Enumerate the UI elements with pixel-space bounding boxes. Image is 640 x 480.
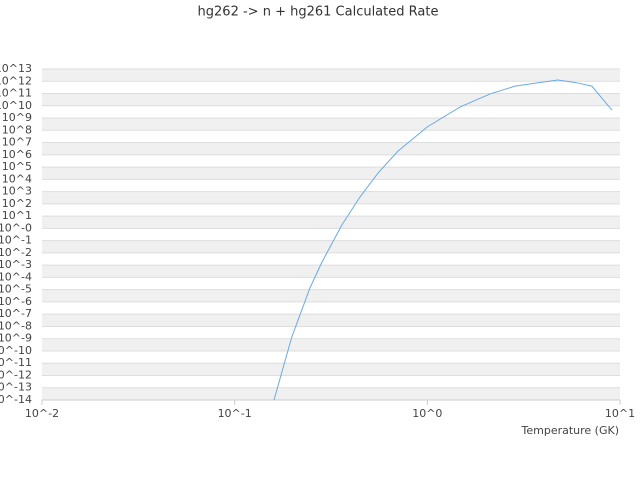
y-tick-label: 10^7 (2, 136, 32, 149)
y-tick-label: 10^4 (2, 172, 32, 185)
y-tick-label: 10^-9 (0, 332, 32, 345)
x-tick-label: 10^-2 (25, 407, 59, 420)
y-tick-label: 10^-6 (0, 295, 32, 308)
grid-band (42, 93, 620, 106)
y-tick-label: 10^-7 (0, 307, 32, 320)
y-tick-label: 10^-12 (0, 368, 32, 381)
y-tick-label: 10^-5 (0, 283, 32, 296)
grid-band (42, 191, 620, 204)
grid-band (42, 216, 620, 229)
y-tick-label: 10^-0 (0, 221, 32, 234)
x-tick-label: 10^1 (605, 407, 635, 420)
y-tick-label: 10^11 (0, 87, 32, 100)
y-tick-label: 10^-14 (0, 393, 32, 406)
grid-band (42, 314, 620, 327)
grid-band (42, 265, 620, 278)
grid-band (42, 289, 620, 302)
y-tick-label: 10^-3 (0, 258, 32, 271)
y-tick-label: 10^-1 (0, 234, 32, 247)
y-tick-label: 10^-13 (0, 381, 32, 394)
y-tick-label: 10^10 (0, 99, 32, 112)
y-tick-label: 10^-8 (0, 319, 32, 332)
grid-band (42, 167, 620, 180)
x-axis-label: Temperature (GK) (521, 424, 620, 437)
y-tick-label: 10^-4 (0, 270, 32, 283)
y-tick-label: 10^-10 (0, 344, 32, 357)
y-tick-label: 10^1 (2, 209, 32, 222)
y-tick-label: 10^6 (2, 148, 32, 161)
y-tick-label: 10^9 (2, 111, 32, 124)
grid-band (42, 240, 620, 253)
y-tick-label: 10^5 (2, 160, 32, 173)
grid-band (42, 338, 620, 351)
grid-band (42, 142, 620, 155)
data-line (273, 79, 613, 401)
y-tick-label: 10^-2 (0, 246, 32, 259)
x-tick-label: 10^0 (412, 407, 442, 420)
grid-band (42, 69, 620, 82)
grid-band (42, 118, 620, 131)
y-tick-label: 10^3 (2, 185, 32, 198)
y-tick-label: 10^2 (2, 197, 32, 210)
y-tick-label: 10^8 (2, 123, 32, 136)
y-tick-label: 10^13 (0, 62, 32, 75)
x-tick-label: 10^-1 (218, 407, 252, 420)
y-tick-label: 10^-11 (0, 356, 32, 369)
grid-band (42, 387, 620, 400)
grid-band (42, 363, 620, 376)
chart-title: hg262 -> n + hg261 Calculated Rate (198, 5, 439, 20)
y-tick-label: 10^12 (0, 74, 32, 87)
